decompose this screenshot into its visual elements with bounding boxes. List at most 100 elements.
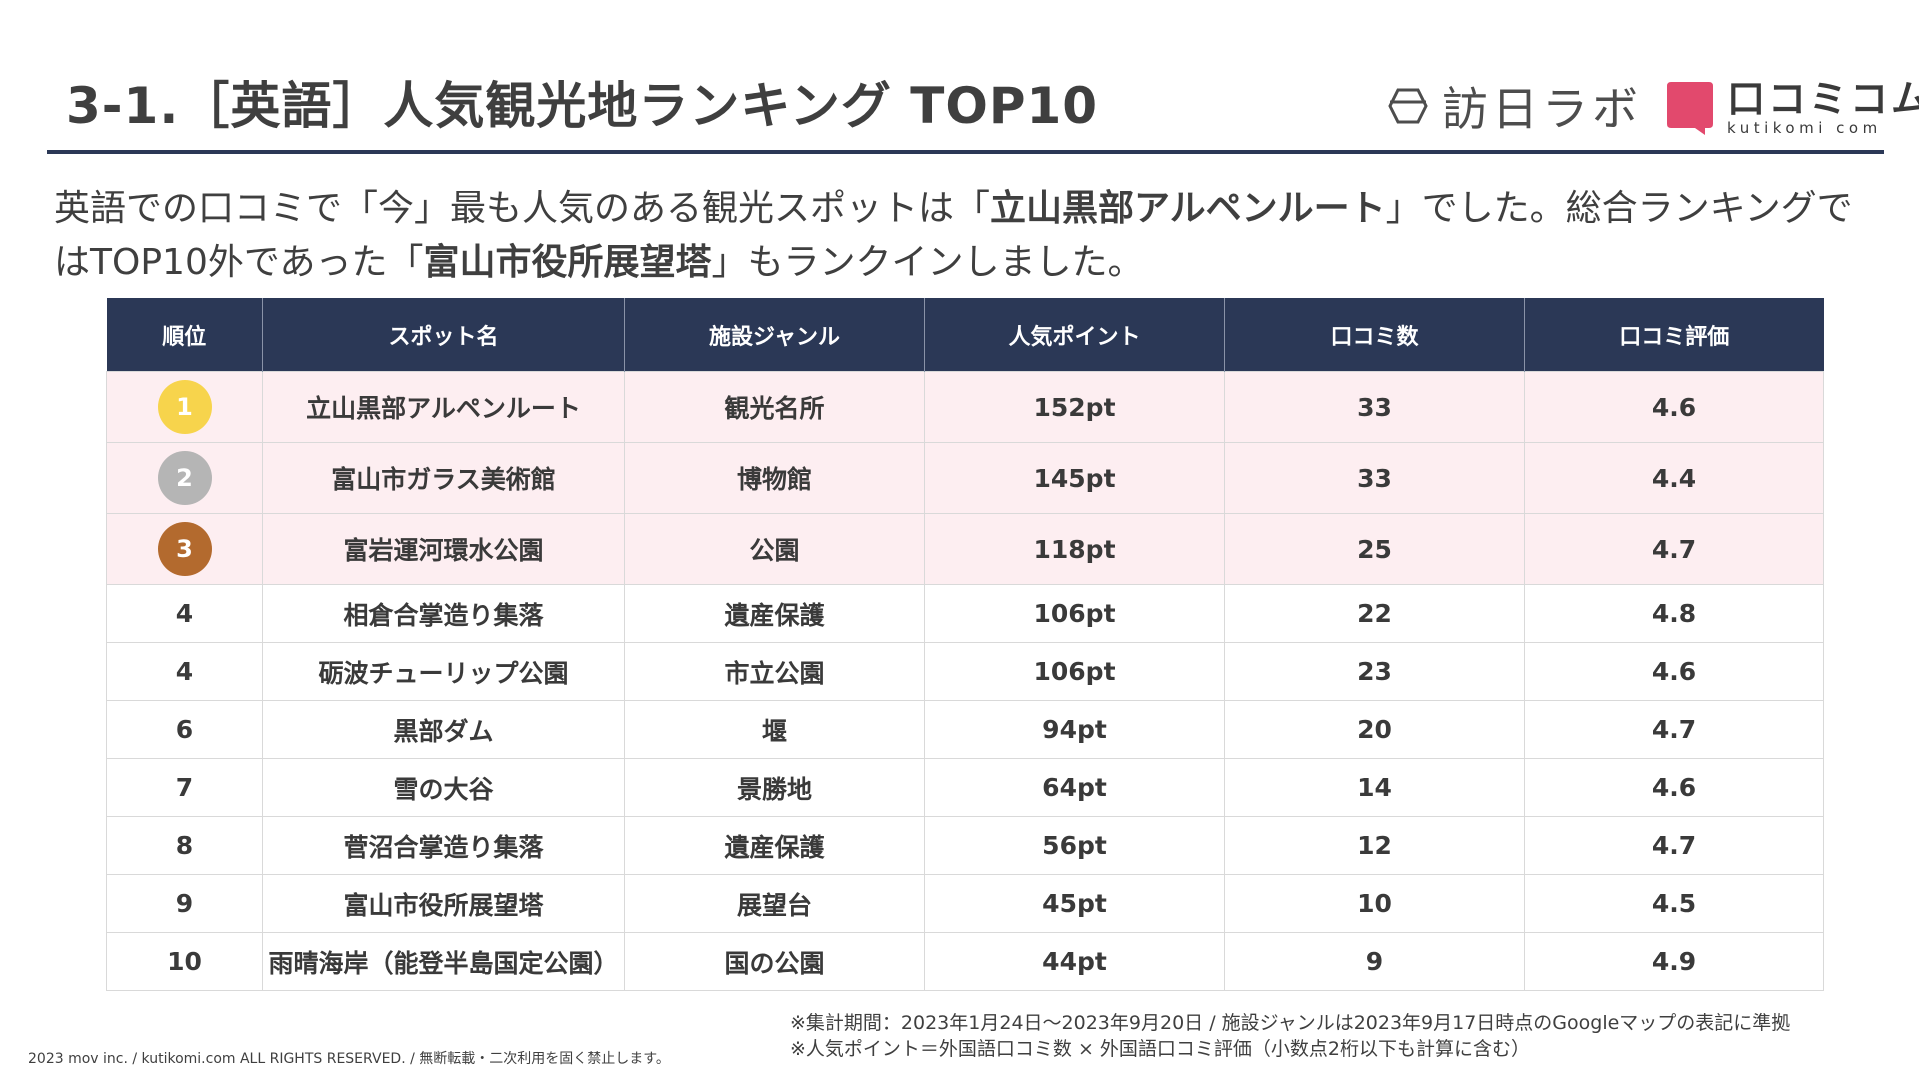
rank-cell: 10	[106, 932, 263, 991]
reviews-cell: 25	[1224, 513, 1525, 585]
column-header-points: 人気ポイント	[924, 298, 1225, 372]
table-row: 6 黒部ダム 堰 94pt 20 4.7	[106, 700, 1824, 759]
column-header-rating: 口コミ評価	[1524, 298, 1824, 372]
table-row: 4 相倉合掌造り集落 遺産保護 106pt 22 4.8	[106, 584, 1824, 643]
reviews-cell: 10	[1224, 874, 1525, 933]
rank-cell: 4	[106, 642, 263, 701]
points-cell: 44pt	[924, 932, 1225, 991]
spot-cell: 相倉合掌造り集落	[262, 584, 625, 643]
copyright-notice: 2023 mov inc. / kutikomi.com ALL RIGHTS …	[28, 1051, 670, 1067]
rating-cell: 4.5	[1524, 874, 1824, 933]
rating-cell: 4.7	[1524, 700, 1824, 759]
table-row: 2 富山市ガラス美術館 博物館 145pt 33 4.4	[106, 442, 1824, 514]
rank-cell: 3	[106, 513, 263, 585]
spot-cell: 砺波チューリップ公園	[262, 642, 625, 701]
rating-cell: 4.7	[1524, 513, 1824, 585]
lead-text: 英語での口コミで「今」最も人気のある観光スポットは「	[54, 188, 991, 229]
lead-highlight: 立山黒部アルペンルート	[990, 188, 1386, 229]
speech-bubble-icon	[1667, 82, 1713, 135]
rank-cell: 6	[106, 700, 263, 759]
spot-cell: 菅沼合掌造り集落	[262, 816, 625, 875]
spot-cell: 黒部ダム	[262, 700, 625, 759]
bronze-medal-icon: 3	[157, 522, 212, 576]
footnotes: ※集計期間：2023年1月24日〜2023年9月20日 / 施設ジャンルは202…	[790, 1010, 1790, 1062]
table-row: 8 菅沼合掌造り集落 遺産保護 56pt 12 4.7	[106, 816, 1824, 875]
reviews-cell: 33	[1224, 442, 1525, 514]
spot-cell: 雨晴海岸（能登半島国定公園）	[262, 932, 625, 991]
rank-cell: 9	[106, 874, 263, 933]
column-header-rank: 順位	[106, 298, 263, 372]
points-cell: 94pt	[924, 700, 1225, 759]
column-header-spot: スポット名	[262, 298, 625, 372]
points-cell: 106pt	[924, 642, 1225, 701]
points-cell: 118pt	[924, 513, 1225, 585]
lead-text: 」もランクインしました。	[711, 242, 1144, 283]
reviews-cell: 23	[1224, 642, 1525, 701]
genre-cell: 博物館	[624, 442, 925, 514]
kutikomi-com-logo-name: 口コミコム	[1727, 77, 1919, 121]
reviews-cell: 14	[1224, 758, 1525, 817]
ranking-table: 順位 スポット名 施設ジャンル 人気ポイント 口コミ数 口コミ評価 1 立山黒部…	[106, 298, 1824, 991]
houjin-lab-logo-text: 訪日ラボ	[1442, 82, 1642, 136]
gold-medal-icon: 1	[157, 380, 212, 434]
table-row: 9 富山市役所展望塔 展望台 45pt 10 4.5	[106, 874, 1824, 933]
spot-cell: 雪の大谷	[262, 758, 625, 817]
reviews-cell: 22	[1224, 584, 1525, 643]
genre-cell: 公園	[624, 513, 925, 585]
reviews-cell: 33	[1224, 371, 1525, 443]
spot-cell: 富山市役所展望塔	[262, 874, 625, 933]
table-header-row: 順位 スポット名 施設ジャンル 人気ポイント 口コミ数 口コミ評価	[106, 298, 1824, 372]
table-row: 7 雪の大谷 景勝地 64pt 14 4.6	[106, 758, 1824, 817]
rating-cell: 4.6	[1524, 758, 1824, 817]
rating-cell: 4.7	[1524, 816, 1824, 875]
table-row: 4 砺波チューリップ公園 市立公園 106pt 23 4.6	[106, 642, 1824, 701]
spot-cell: 富山市ガラス美術館	[262, 442, 625, 514]
genre-cell: 遺産保護	[624, 584, 925, 643]
points-cell: 152pt	[924, 371, 1225, 443]
hexagon-outline-icon	[1388, 88, 1428, 124]
silver-medal-icon: 2	[157, 451, 212, 505]
table-row: 3 富岩運河環水公園 公園 118pt 25 4.7	[106, 513, 1824, 585]
reviews-cell: 9	[1224, 932, 1525, 991]
spot-cell: 立山黒部アルペンルート	[262, 371, 625, 443]
rank-cell: 2	[106, 442, 263, 514]
rank-cell: 7	[106, 758, 263, 817]
table-row: 10 雨晴海岸（能登半島国定公園） 国の公園 44pt 9 4.9	[106, 932, 1824, 991]
lead-highlight: 富山市役所展望塔	[423, 242, 712, 283]
lead-text: 」でした。総合ランキングではTOP10外であった「	[54, 188, 1853, 283]
rating-cell: 4.6	[1524, 642, 1824, 701]
reviews-cell: 12	[1224, 816, 1525, 875]
points-cell: 56pt	[924, 816, 1225, 875]
title-divider	[47, 150, 1884, 154]
points-cell: 145pt	[924, 442, 1225, 514]
kutikomi-com-logo-sub: kutikomi com	[1727, 119, 1882, 137]
spot-cell: 富岩運河環水公園	[262, 513, 625, 585]
points-cell: 64pt	[924, 758, 1225, 817]
page-title: 3-1.［英語］人気観光地ランキング TOP10	[66, 77, 1099, 135]
genre-cell: 国の公園	[624, 932, 925, 991]
houjin-lab-logo: 訪日ラボ	[1388, 78, 1642, 136]
table-row: 1 立山黒部アルペンルート 観光名所 152pt 33 4.6	[106, 371, 1824, 443]
genre-cell: 景勝地	[624, 758, 925, 817]
rating-cell: 4.9	[1524, 932, 1824, 991]
genre-cell: 遺産保護	[624, 816, 925, 875]
reviews-cell: 20	[1224, 700, 1525, 759]
rating-cell: 4.8	[1524, 584, 1824, 643]
rank-cell: 8	[106, 816, 263, 875]
column-header-reviews: 口コミ数	[1224, 298, 1525, 372]
rank-cell: 4	[106, 584, 263, 643]
column-header-genre: 施設ジャンル	[624, 298, 925, 372]
genre-cell: 市立公園	[624, 642, 925, 701]
rating-cell: 4.6	[1524, 371, 1824, 443]
genre-cell: 堰	[624, 700, 925, 759]
lead-paragraph: 英語での口コミで「今」最も人気のある観光スポットは「立山黒部アルペンルート」でし…	[54, 182, 1874, 290]
kutikomi-com-logo: 口コミコム kutikomi com	[1665, 78, 1919, 138]
genre-cell: 展望台	[624, 874, 925, 933]
rank-cell: 1	[106, 371, 263, 443]
points-cell: 106pt	[924, 584, 1225, 643]
points-cell: 45pt	[924, 874, 1225, 933]
footnote-period: ※集計期間：2023年1月24日〜2023年9月20日 / 施設ジャンルは202…	[790, 1012, 1791, 1034]
genre-cell: 観光名所	[624, 371, 925, 443]
rating-cell: 4.4	[1524, 442, 1824, 514]
footnote-formula: ※人気ポイント＝外国語口コミ数 × 外国語口コミ評価（小数点2桁以下も計算に含む…	[790, 1038, 1531, 1060]
